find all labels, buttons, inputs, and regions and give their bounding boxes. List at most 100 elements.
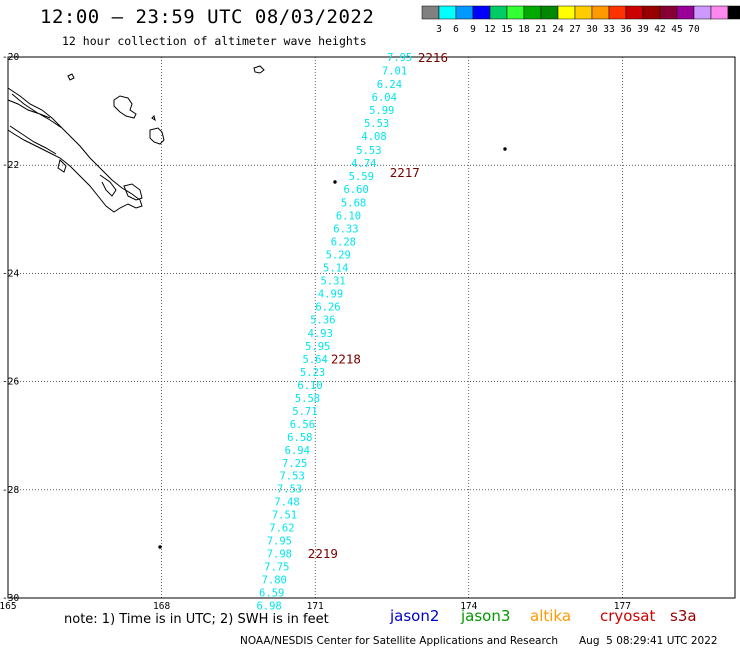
swh-value-label: 4.08 (361, 131, 386, 143)
legend-tick-label: 42 (654, 24, 665, 35)
legend-tick-label: 12 (484, 24, 495, 35)
y-tick-label: -20 (2, 52, 19, 63)
swh-value-label: 7.80 (262, 575, 287, 587)
swh-value-label: 4.93 (308, 328, 333, 340)
swh-value-label: 6.94 (285, 445, 310, 457)
legend-tick-label: 45 (671, 24, 682, 35)
swh-value-label: 7.01 (382, 66, 407, 78)
footer-credit: NOAA/NESDIS Center for Satellite Applica… (240, 635, 558, 647)
swh-value-label: 7.62 (269, 523, 294, 535)
swh-value-label: 6.58 (287, 432, 312, 444)
small-islet-coastline (67, 65, 265, 122)
swh-value-label: 5.64 (303, 354, 328, 366)
swh-value-label: 6.33 (333, 223, 358, 235)
swh-value-label: 6.04 (372, 92, 397, 104)
x-tick-label: 171 (307, 601, 324, 612)
x-tick-label: 177 (614, 601, 631, 612)
legend-tick-label: 24 (552, 24, 564, 35)
swh-value-label: 4.99 (318, 288, 343, 300)
swh-value-label: 6.56 (290, 419, 315, 431)
y-tick-label: -24 (2, 268, 19, 279)
swh-value-label: 5.31 (320, 275, 345, 287)
new-caledonia-coastline (7, 87, 143, 213)
legend-swatch (676, 5, 695, 20)
legend-swatch (523, 5, 542, 20)
legend-swatch (591, 5, 610, 20)
legend-tick-label: 15 (501, 24, 512, 35)
y-tick-label: -30 (2, 593, 19, 604)
map-grid (7, 56, 736, 599)
swh-value-label: 6.98 (256, 601, 281, 613)
y-tick-label: -26 (2, 377, 19, 388)
x-tick-label: 165 (0, 601, 17, 612)
swh-value-label: 5.68 (341, 198, 366, 210)
legend-swatch (506, 5, 525, 20)
swh-value-label: 7.53 (279, 471, 304, 483)
swh-value-label: 5.23 (300, 367, 325, 379)
mission-label-cryosat: cryosat (600, 607, 656, 625)
swh-value-label: 5.71 (292, 406, 317, 418)
legend-tick-label: 21 (535, 24, 547, 35)
page-title: 12:00 – 23:59 UTC 08/03/2022 (40, 6, 375, 28)
swh-value-label: 5.36 (310, 314, 335, 326)
swh-value-label: 6.60 (343, 184, 368, 196)
swh-value-label: 5.58 (295, 393, 320, 405)
swh-value-label: 5.14 (323, 262, 348, 274)
swh-value-label: 6.59 (259, 588, 284, 600)
legend-swatch (727, 5, 740, 20)
footer-timestamp: Aug 5 08:29:41 UTC 2022 (579, 635, 718, 647)
legend-swatch (693, 5, 712, 20)
legend-swatch (557, 5, 576, 20)
legend-swatch (659, 5, 678, 20)
legend-tick-label: 70 (688, 24, 700, 35)
legend-swatch (642, 5, 661, 20)
legend-tick-label: 27 (569, 24, 580, 35)
swh-value-label: 6.24 (377, 79, 402, 91)
x-tick-label: 168 (153, 601, 170, 612)
y-tick-label: -22 (2, 160, 19, 171)
swh-value-label: 7.48 (274, 497, 299, 509)
swh-value-label: 7.98 (267, 549, 292, 561)
legend-swatch (438, 5, 457, 20)
swh-value-label: 6.28 (331, 236, 356, 248)
swh-value-label: 7.25 (282, 458, 307, 470)
swh-value-label: 5.95 (305, 341, 330, 353)
swh-data-marks: 7.957.016.246.045.995.534.085.534.745.59… (256, 50, 448, 613)
legend-tick-label: 9 (470, 24, 476, 35)
pass-time-label: 2216 (418, 50, 448, 65)
pass-time-label: 2217 (390, 165, 420, 180)
legend-tick-label: 33 (603, 24, 614, 35)
swh-value-label: 7.75 (264, 562, 289, 574)
swh-value-label: 7.95 (387, 52, 412, 64)
swh-value-label: 7.53 (277, 484, 302, 496)
swh-value-label: 5.53 (364, 118, 389, 130)
legend-tick-label: 36 (620, 24, 632, 35)
mission-label-jason2: jason2 (390, 607, 440, 625)
swh-value-label: 5.99 (369, 105, 394, 117)
coastline (7, 65, 507, 549)
swh-value-label: 7.51 (272, 510, 297, 522)
swh-value-label: 6.10 (336, 211, 361, 223)
pass-time-label: 2218 (331, 351, 361, 366)
mission-label-altika: altika (530, 607, 572, 625)
legend-tick-label: 18 (518, 24, 530, 35)
legend-swatch (455, 5, 474, 20)
mission-label-s3a: s3a (670, 607, 697, 625)
islet-dot-1 (333, 180, 337, 184)
mission-label-jason3: jason3 (461, 607, 511, 625)
legend-tick-label: 30 (586, 24, 598, 35)
legend-swatch (710, 5, 729, 20)
legend-swatch (574, 5, 593, 20)
axis-tick-labels: 165 168 171 174 177 -20 -22 -24 -26 -28 -30 (0, 52, 631, 612)
y-tick-label: -28 (2, 485, 19, 496)
x-tick-label: 174 (460, 601, 477, 612)
swh-value-label: 6.10 (297, 380, 322, 392)
legend-tick-label: 6 (453, 24, 459, 35)
swh-value-label: 5.59 (349, 171, 374, 183)
legend-swatch (421, 5, 440, 20)
plot-frame (7, 56, 736, 599)
legend-swatch (540, 5, 559, 20)
islet-dot-2 (503, 147, 507, 151)
